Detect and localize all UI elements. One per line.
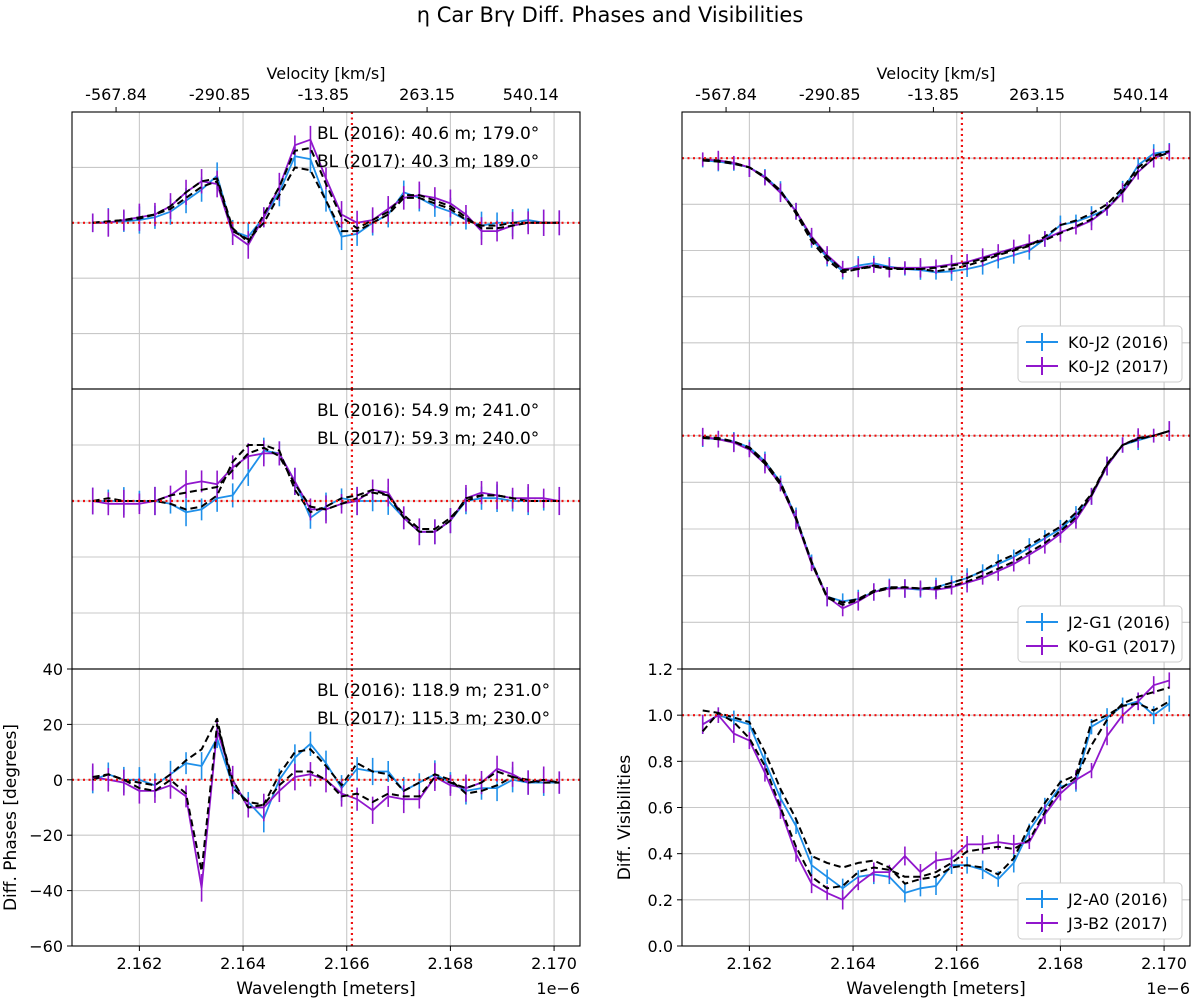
series-line-model-2 (702, 700, 1170, 885)
top-tick-label: 263.15 (1009, 85, 1065, 104)
y-tick-label: −20 (29, 826, 63, 845)
top-tick-label: -13.85 (298, 85, 350, 104)
x-axis-label: Wavelength [meters] (846, 979, 1026, 999)
legend-label: J3-B2 (2017) (1067, 914, 1168, 933)
series-group (701, 142, 1171, 281)
legend-label: J2-G1 (2016) (1067, 613, 1170, 632)
legend-label: J2-A0 (2016) (1067, 890, 1168, 909)
y-tick-label: 0.2 (648, 891, 673, 910)
baseline-annotation: BL (2017): 40.3 m; 189.0° (317, 152, 539, 172)
x-tick-label: 2.166 (934, 954, 980, 973)
series-line-model-1 (701, 686, 1170, 890)
series-line-model-1 (702, 430, 1170, 604)
x-offset-label: 1e−6 (1146, 979, 1190, 998)
axes-frame (71, 668, 581, 947)
legend-box (1017, 882, 1183, 940)
x-tick-label: 2.166 (324, 954, 370, 973)
chart-vis-top: Velocity [km/s] -567.84 -290.85 -13.85 263.1… (681, 64, 1191, 390)
series-line-model-2 (702, 430, 1170, 606)
x-tick-label: 2.164 (830, 954, 876, 973)
top-tick-label: -567.84 (695, 85, 757, 104)
series-group (91, 437, 561, 546)
legend-label: K0-G1 (2017) (1068, 637, 1176, 656)
y-tick-label: 1.2 (648, 660, 673, 679)
top-tick-label: 540.14 (503, 85, 559, 104)
plots: BL (2016): 40.6 m; 179.0° BL (2017): 40.3… (1, 64, 1191, 999)
baseline-annotation: BL (2017): 115.3 m; 230.0° (317, 709, 550, 729)
legend-label: K0-J2 (2016) (1068, 333, 1169, 352)
baseline-annotation: BL (2016): 40.6 m; 179.0° (317, 124, 539, 144)
series-line-blue-data (702, 150, 1170, 274)
top-tick-label: -567.84 (85, 85, 147, 104)
y-axis-label: Diff. Phases [degrees] (1, 724, 21, 911)
x-tick-label: 2.168 (428, 954, 474, 973)
series-line-purple-data (702, 151, 1170, 270)
legend-box (1017, 605, 1183, 663)
series-line-model-2 (92, 446, 560, 530)
x-tick-label: 2.162 (726, 954, 772, 973)
series-group (701, 421, 1171, 617)
y-tick-label: −40 (29, 882, 63, 901)
chart-vis-bottom: J2-A0 (2016) J3-B2 (2017) 2.162 2.164 2.166 2… (615, 660, 1191, 999)
series-line-model-1 (702, 150, 1170, 274)
y-tick-label: 0.4 (648, 845, 673, 864)
y-tick-label: 0 (53, 771, 63, 790)
baseline-annotation: BL (2017): 59.3 m; 240.0° (317, 429, 539, 449)
series-line-model-1 (92, 723, 560, 873)
y-tick-label: 0.6 (648, 799, 673, 818)
series-line-model-2 (702, 151, 1170, 272)
x-offset-label: 1e−6 (536, 979, 580, 998)
y-tick-label: 40 (43, 660, 63, 679)
y-tick-label: 20 (43, 715, 63, 734)
y-tick-label: 0.8 (648, 752, 673, 771)
top-axis-label: Velocity [km/s] (877, 64, 996, 83)
series-line-model-2 (92, 717, 560, 806)
top-tick-label: -290.85 (189, 85, 251, 104)
top-tick-label: -13.85 (908, 85, 960, 104)
chart-phase-mid: BL (2016): 54.9 m; 241.0° BL (2017): 59.3… (71, 388, 581, 670)
series-group (91, 717, 561, 902)
top-axis-label: Velocity [km/s] (267, 64, 386, 83)
x-tick-label: 2.168 (1038, 954, 1084, 973)
y-tick-label: 0.0 (648, 937, 673, 956)
y-tick-label: −60 (29, 937, 63, 956)
x-axis-label: Wavelength [meters] (236, 979, 416, 999)
y-axis-label: Diff. Visibilities (615, 755, 635, 881)
series-group (701, 672, 1171, 910)
legend-box (1017, 325, 1183, 383)
baseline-annotation: BL (2016): 118.9 m; 231.0° (317, 681, 550, 701)
series-group (91, 125, 561, 259)
x-tick-label: 2.170 (1141, 954, 1187, 973)
chart-phase-bottom: BL (2016): 118.9 m; 231.0° BL (2017): 115… (1, 660, 581, 999)
series-line-model-1 (92, 147, 560, 244)
x-tick-label: 2.164 (220, 954, 266, 973)
top-tick-label: 540.14 (1113, 85, 1169, 104)
x-tick-label: 2.162 (116, 954, 162, 973)
legend-label: K0-J2 (2017) (1068, 357, 1169, 376)
figure-title: η Car Brγ Diff. Phases and Visibilities (417, 3, 804, 27)
baseline-annotation: BL (2016): 54.9 m; 241.0° (317, 401, 539, 421)
x-tick-label: 2.170 (531, 954, 577, 973)
series-line-model-2 (92, 166, 560, 241)
y-tick-label: 1.0 (648, 706, 673, 725)
top-tick-label: -290.85 (799, 85, 861, 104)
top-tick-label: 263.15 (399, 85, 455, 104)
chart-phase-top: BL (2016): 40.6 m; 179.0° BL (2017): 40.3… (71, 64, 581, 390)
chart-vis-mid: J2-G1 (2016) K0-G1 (2017) (681, 388, 1191, 670)
